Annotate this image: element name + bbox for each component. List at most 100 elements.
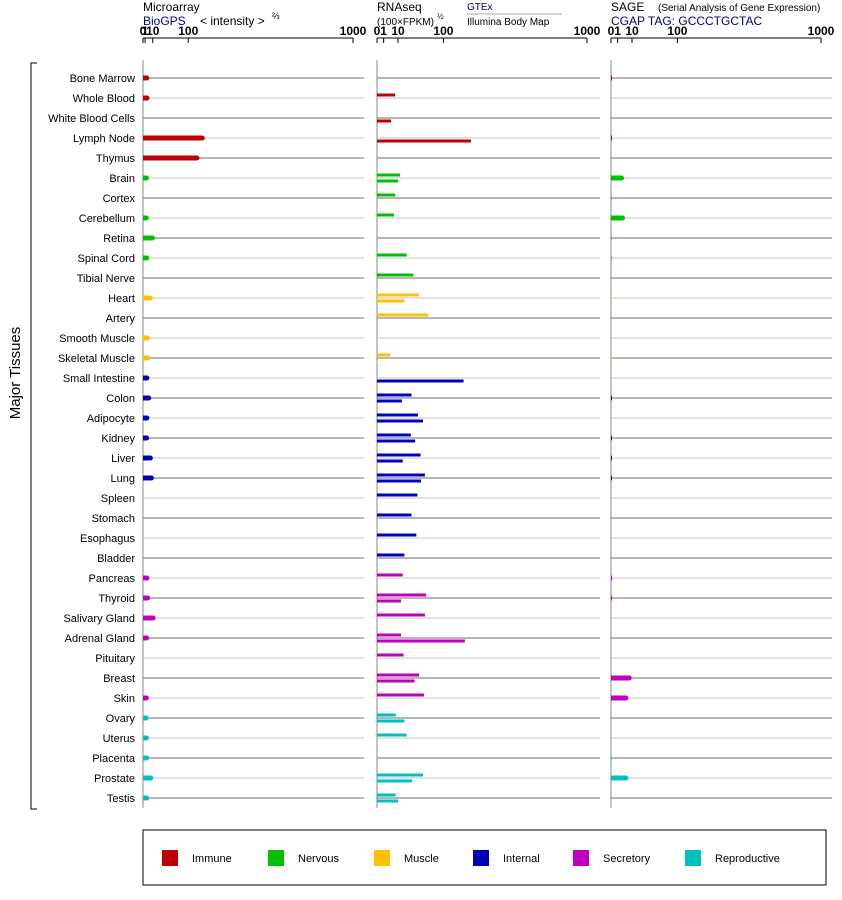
tissue-label: Breast (103, 673, 135, 685)
rnaseq-gtex-bar (377, 493, 418, 497)
legend-swatch-immune (162, 850, 178, 866)
rnaseq-gtex-bar (377, 93, 396, 97)
sage-bar (611, 75, 612, 81)
tissue-label: Liver (111, 453, 135, 465)
microarray-bar-cap (144, 95, 150, 101)
tissue-label: Pancreas (89, 573, 136, 585)
tissue-label: Placenta (92, 753, 136, 765)
rnaseq-ibm-bar (377, 359, 378, 363)
rnaseq-gtex-bar (377, 353, 391, 357)
rnaseq-tick-label: 1 (380, 24, 387, 38)
rnaseq-tick-label: 10 (391, 24, 405, 38)
rnaseq-ibm-bar (377, 399, 402, 403)
microarray-bar-cap (143, 715, 149, 721)
microarray-bar-cap (144, 755, 150, 761)
microarray-bar-cap (144, 575, 150, 581)
microarray-bar-cap (143, 175, 149, 181)
sage-tick-label: 1000 (808, 24, 835, 38)
microarray-bar-cap (144, 635, 150, 641)
legend-swatch-muscle (374, 850, 390, 866)
tissue-label: Thyroid (98, 593, 135, 605)
sage-tick-label: 100 (667, 24, 687, 38)
rnaseq-gtex-bar (377, 733, 407, 737)
rnaseq-gtex-bar (377, 433, 411, 437)
sage-tag-line: CGAP TAG: GCCCTGCTAC (611, 14, 762, 28)
rnaseq-gtex-bar (377, 633, 401, 637)
microarray-bar-cap (148, 775, 154, 781)
sage-bar-cap (623, 775, 629, 781)
microarray-bar-cap (144, 255, 150, 261)
microarray-bar-cap (149, 235, 155, 241)
rnaseq-source-ibm: Illumina Body Map (467, 17, 550, 28)
rnaseq-source-gtex: GTEx (467, 2, 493, 13)
sage-tick-label: 0 (608, 24, 615, 38)
tissue-label: Retina (103, 233, 136, 245)
rnaseq-ibm-bar (377, 799, 398, 803)
microarray-scale-exponent: ⅔ (272, 11, 280, 21)
rnaseq-gtex-bar (377, 313, 429, 317)
microarray-bar-cap (144, 435, 150, 441)
rnaseq-scale-label: (100×FPKM) (377, 17, 434, 28)
microarray-bar (143, 155, 197, 161)
rnaseq-ibm-bar (377, 639, 465, 643)
rnaseq-gtex-bar (377, 273, 414, 277)
sage-bar (611, 175, 622, 181)
microarray-bar-cap (150, 615, 156, 621)
microarray-bar-cap (143, 215, 149, 221)
sage-bar (611, 295, 612, 301)
tissue-label: Kidney (101, 433, 135, 445)
tissue-label: Small Intestine (63, 373, 135, 385)
sage-bar (611, 255, 612, 261)
microarray-bar (143, 235, 153, 241)
microarray-bar-cap (143, 735, 149, 741)
microarray-bar (143, 455, 151, 461)
legend-label-secretory: Secretory (603, 853, 651, 865)
rnaseq-gtex-bar (377, 193, 396, 197)
rnaseq-gtex-bar (377, 673, 419, 677)
sage-bar (611, 435, 612, 441)
sage-bar-cap (623, 695, 629, 701)
legend-label-muscle: Muscle (404, 853, 439, 865)
sage-bar (611, 695, 626, 701)
rnaseq-scale-exponent: ½ (437, 12, 444, 21)
tissue-labels: Bone Marrow Whole Blood White Blood Cells L… (48, 73, 136, 805)
rnaseq-gtex-bar (377, 693, 424, 697)
microarray-bar (143, 615, 154, 621)
rnaseq-gtex-bar (377, 253, 407, 257)
rnaseq-ibm-bar (377, 599, 401, 603)
rnaseq-ibm-bar (377, 419, 424, 423)
microarray-bar-cap (144, 75, 150, 81)
legend-label-internal: Internal (503, 853, 540, 865)
rnaseq-gtex-bar (377, 393, 412, 397)
rnaseq-gtex-bar (377, 593, 427, 597)
tissue-label: Spinal Cord (78, 253, 135, 265)
rnaseq-gtex-bar (377, 513, 412, 517)
sage-bar (611, 455, 612, 461)
rnaseq-ibm-bar (377, 299, 405, 303)
rnaseq-title: RNAseq (377, 0, 422, 14)
legend-label-immune: Immune (192, 853, 232, 865)
sage-bar (611, 195, 612, 201)
microarray-title: Microarray (143, 0, 200, 14)
tissue-label: Uterus (103, 733, 136, 745)
tissue-label: Bladder (97, 553, 135, 565)
microarray-scale-label: < intensity > (200, 14, 265, 28)
rnaseq-ibm-bar (377, 179, 398, 183)
legend: Immune Nervous Muscle Internal Secretory Repr… (162, 850, 780, 866)
sage-bar (611, 475, 612, 481)
rnaseq-gtex-bar (377, 573, 403, 577)
expression-bars (143, 75, 632, 803)
sage-subtitle: (Serial Analysis of Gene Expression) (658, 3, 820, 14)
rnaseq-gtex-bar (377, 413, 418, 417)
microarray-bar-cap (143, 695, 149, 701)
microarray-bar-cap (199, 135, 205, 141)
sage-tick-label: 10 (625, 24, 639, 38)
tissue-label: Esophagus (80, 533, 136, 545)
rnaseq-ibm-bar (377, 119, 392, 123)
microarray-bar (143, 295, 150, 301)
microarray-tick-label: 1000 (340, 24, 367, 38)
rnaseq-ibm-bar (377, 479, 422, 483)
rnaseq-ibm-bar (377, 439, 416, 443)
